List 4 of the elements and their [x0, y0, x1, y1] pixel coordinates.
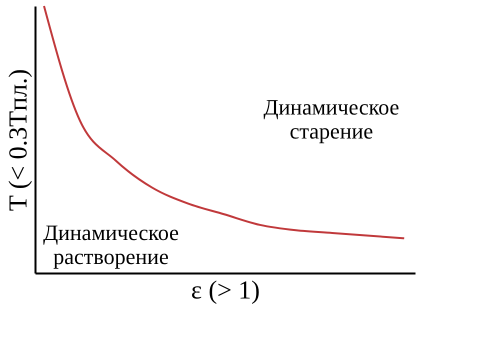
- annotation: Динамическое старение: [264, 94, 400, 144]
- x-axis-title: ε (> 1): [191, 276, 260, 304]
- y-axis-title: T (< 0.3Tпл.): [4, 68, 32, 212]
- annotation: Динамическое растворение: [43, 220, 179, 269]
